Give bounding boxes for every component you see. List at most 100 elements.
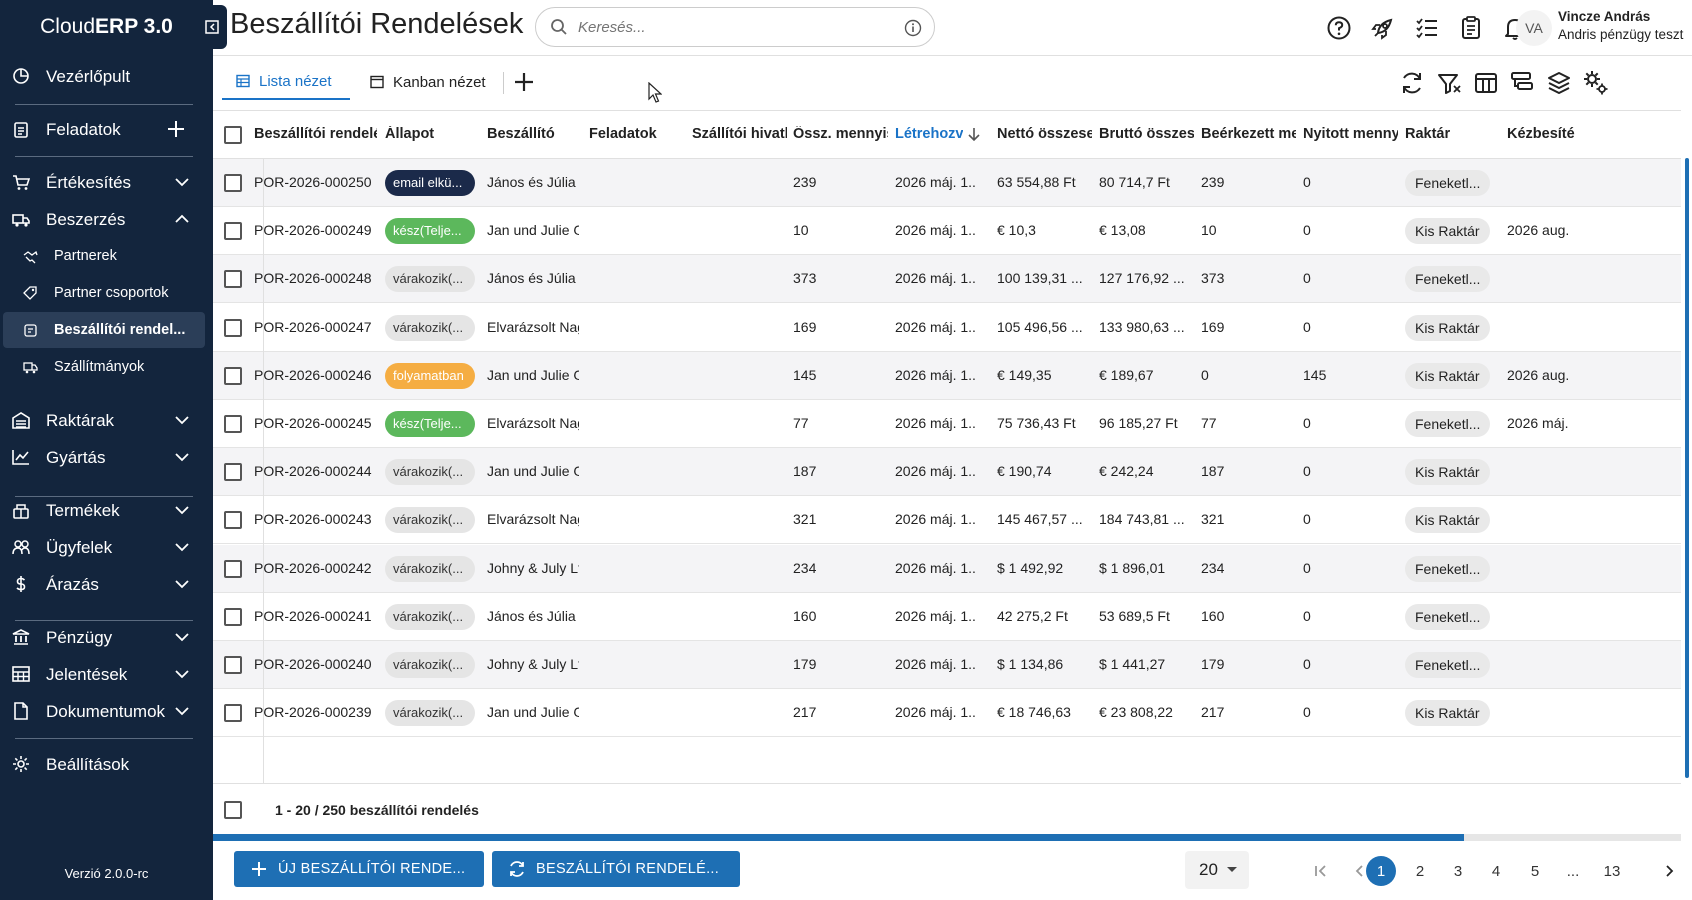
brand-logo[interactable]: Cloud ERP 3.0: [40, 15, 173, 38]
add-task-icon[interactable]: [166, 119, 186, 139]
column-header-feladatok[interactable]: Feladatok: [589, 126, 657, 142]
new-order-button[interactable]: ÚJ BESZÁLLÍTÓI RENDE...: [234, 851, 484, 887]
warehouse-chip[interactable]: Feneketl...: [1405, 266, 1491, 293]
table-row[interactable]: POR-2026-000242 Johny & July Ltd 234 2026 m…: [213, 544, 1681, 593]
page-1-button[interactable]: 1: [1366, 856, 1396, 886]
first-page-button[interactable]: [1306, 856, 1336, 886]
sidebar-item-gyartas[interactable]: Gyártás: [0, 439, 213, 475]
table-row[interactable]: POR-2026-000250 János és Júlia S 239 2026 m…: [213, 159, 1681, 207]
group-icon[interactable]: [1508, 69, 1536, 97]
row-checkbox[interactable]: [224, 607, 242, 626]
table-row[interactable]: POR-2026-000240 Johny & July Ltd 179 2026 m…: [213, 641, 1681, 689]
user-name[interactable]: Vincze András: [1558, 9, 1651, 24]
horizontal-scrollbar-thumb[interactable]: [213, 834, 1464, 841]
select-all-checkbox[interactable]: [224, 126, 242, 144]
sidebar-item-arazas[interactable]: Árazás: [0, 566, 213, 602]
row-checkbox[interactable]: [224, 463, 242, 482]
refresh-icon[interactable]: [1398, 69, 1426, 97]
sidebar-collapse-button[interactable]: [197, 5, 227, 49]
warehouse-chip[interactable]: Kis Raktár: [1405, 314, 1490, 341]
table-row[interactable]: POR-2026-000249 Jan und Julie G 10 2026 máj…: [213, 207, 1681, 256]
status-badge[interactable]: várakozik(...: [385, 266, 475, 293]
column-header-raktar[interactable]: Raktár: [1405, 126, 1451, 142]
sidebar-item-penzugy[interactable]: Pénzügy: [0, 619, 213, 655]
column-header-brutto-osszese[interactable]: Bruttó összese: [1099, 126, 1194, 142]
sidebar-item-ugyfelek[interactable]: Ügyfelek: [0, 529, 213, 565]
sidebar-item-vezerlopult[interactable]: Vezérlőpult: [0, 58, 213, 94]
layers-icon[interactable]: [1545, 69, 1573, 97]
page-13-button[interactable]: 13: [1603, 862, 1621, 880]
status-badge[interactable]: email elkü...: [385, 170, 475, 196]
column-header-beszallito[interactable]: Beszállító: [487, 126, 555, 142]
sidebar-item-raktarak[interactable]: Raktárak: [0, 402, 213, 438]
column-header-kezbesite[interactable]: Kézbesíté: [1507, 126, 1575, 142]
row-checkbox[interactable]: [224, 415, 242, 433]
column-header-netto-osszeser[interactable]: Nettó összeser: [997, 126, 1092, 142]
table-row[interactable]: POR-2026-000239 Jan und Julie G 217 2026 má…: [213, 689, 1681, 738]
table-row[interactable]: POR-2026-000243 Elvarázsolt Nag 321 2026 má…: [213, 496, 1681, 545]
vertical-scrollbar[interactable]: [1685, 158, 1689, 778]
checklist-icon[interactable]: [1414, 15, 1440, 41]
column-header-nyitott-mennyi[interactable]: Nyitott mennyi: [1303, 126, 1398, 142]
row-checkbox[interactable]: [224, 174, 242, 192]
rocket-icon[interactable]: [1370, 15, 1396, 41]
sidebar-subitem-szallitmanyok[interactable]: Szállítmányok: [0, 349, 213, 385]
table-row[interactable]: POR-2026-000247 Elvarázsolt Nag 169 2026 má…: [213, 304, 1681, 352]
clipboard-check-icon[interactable]: [1458, 15, 1484, 41]
sidebar-subitem-partnerek[interactable]: Partnerek: [0, 238, 213, 274]
info-icon[interactable]: [904, 19, 922, 37]
table-row[interactable]: POR-2026-000246 Jan und Julie G 145 2026 má…: [213, 351, 1681, 400]
last-page-button[interactable]: [1688, 856, 1692, 886]
status-badge[interactable]: kész(Telje...: [385, 411, 475, 437]
page-size-select[interactable]: 20: [1185, 851, 1249, 889]
sidebar-item-beallitasok[interactable]: Beállítások: [0, 746, 213, 782]
filter-icon[interactable]: [1435, 69, 1463, 97]
column-header-ossz-mennyis[interactable]: Össz. mennyis: [793, 126, 888, 142]
avatar[interactable]: VA: [1516, 10, 1552, 46]
warehouse-chip[interactable]: Feneketl...: [1405, 411, 1491, 437]
sort-descending-icon[interactable]: [967, 126, 981, 142]
page-4-button[interactable]: 4: [1491, 862, 1501, 880]
sidebar-item-termekek[interactable]: Termékek: [0, 492, 213, 528]
add-view-icon[interactable]: [512, 70, 536, 94]
column-header-szallitoi-hivatk[interactable]: Szállítói hivatk: [692, 126, 787, 142]
warehouse-chip[interactable]: Feneketl...: [1405, 170, 1491, 196]
page-5-button[interactable]: 5: [1530, 862, 1540, 880]
footer-checkbox[interactable]: [224, 801, 242, 819]
table-row[interactable]: POR-2026-000245 Elvarázsolt Nag 77 2026 máj…: [213, 400, 1681, 448]
row-checkbox[interactable]: [224, 366, 242, 385]
status-badge[interactable]: kész(Telje...: [385, 218, 475, 245]
page-3-button[interactable]: 3: [1453, 862, 1463, 880]
sidebar-item-beszerzes[interactable]: Beszerzés: [0, 201, 213, 237]
sidebar-item-ertekesites[interactable]: Értékesítés: [0, 164, 213, 200]
row-checkbox[interactable]: [224, 222, 242, 241]
warehouse-chip[interactable]: Kis Raktár: [1405, 218, 1490, 245]
search-input[interactable]: [578, 18, 898, 36]
status-badge[interactable]: várakozik(...: [385, 314, 475, 341]
warehouse-chip[interactable]: Feneketl...: [1405, 555, 1491, 582]
row-checkbox[interactable]: [224, 656, 242, 674]
warehouse-chip[interactable]: Kis Raktár: [1405, 459, 1490, 486]
table-row[interactable]: POR-2026-000248 János és Júlia S 373 2026 m…: [213, 255, 1681, 304]
sidebar-item-dokumentumok[interactable]: Dokumentumok: [0, 693, 213, 729]
help-icon[interactable]: [1326, 15, 1352, 41]
sidebar-subitem-partner-csoportok[interactable]: Partner csoportok: [0, 275, 213, 311]
page-2-button[interactable]: 2: [1415, 862, 1425, 880]
table-row[interactable]: POR-2026-000241 János és Júlia S 160 2026 m…: [213, 593, 1681, 641]
horizontal-scrollbar[interactable]: [213, 834, 1681, 841]
sidebar-item-feladatok[interactable]: Feladatok: [0, 111, 213, 147]
columns-icon[interactable]: [1472, 69, 1500, 97]
search-box[interactable]: [535, 7, 935, 47]
warehouse-chip[interactable]: Kis Raktár: [1405, 700, 1490, 727]
row-checkbox[interactable]: [224, 511, 242, 530]
table-row[interactable]: POR-2026-000244 Jan und Julie G 187 2026 má…: [213, 448, 1681, 497]
tab-kanban-view[interactable]: Kanban nézet: [362, 64, 502, 100]
row-checkbox[interactable]: [224, 704, 242, 723]
row-checkbox[interactable]: [224, 318, 242, 337]
column-header-allapot[interactable]: Állapot: [385, 126, 435, 142]
sidebar-item-jelentesek[interactable]: Jelentések: [0, 656, 213, 692]
settings-gears-icon[interactable]: [1582, 69, 1610, 97]
sidebar-subitem-beszallitoi-rendel[interactable]: Beszállítói rendel...: [3, 312, 205, 348]
row-checkbox[interactable]: [224, 559, 242, 578]
status-badge[interactable]: várakozik(...: [385, 652, 475, 678]
